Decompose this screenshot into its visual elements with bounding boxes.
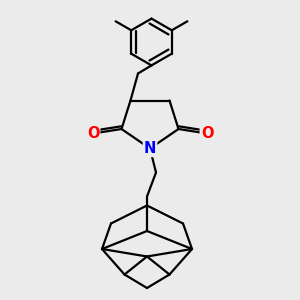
Text: O: O bbox=[87, 126, 99, 141]
Text: O: O bbox=[201, 126, 213, 141]
Text: N: N bbox=[144, 141, 156, 156]
